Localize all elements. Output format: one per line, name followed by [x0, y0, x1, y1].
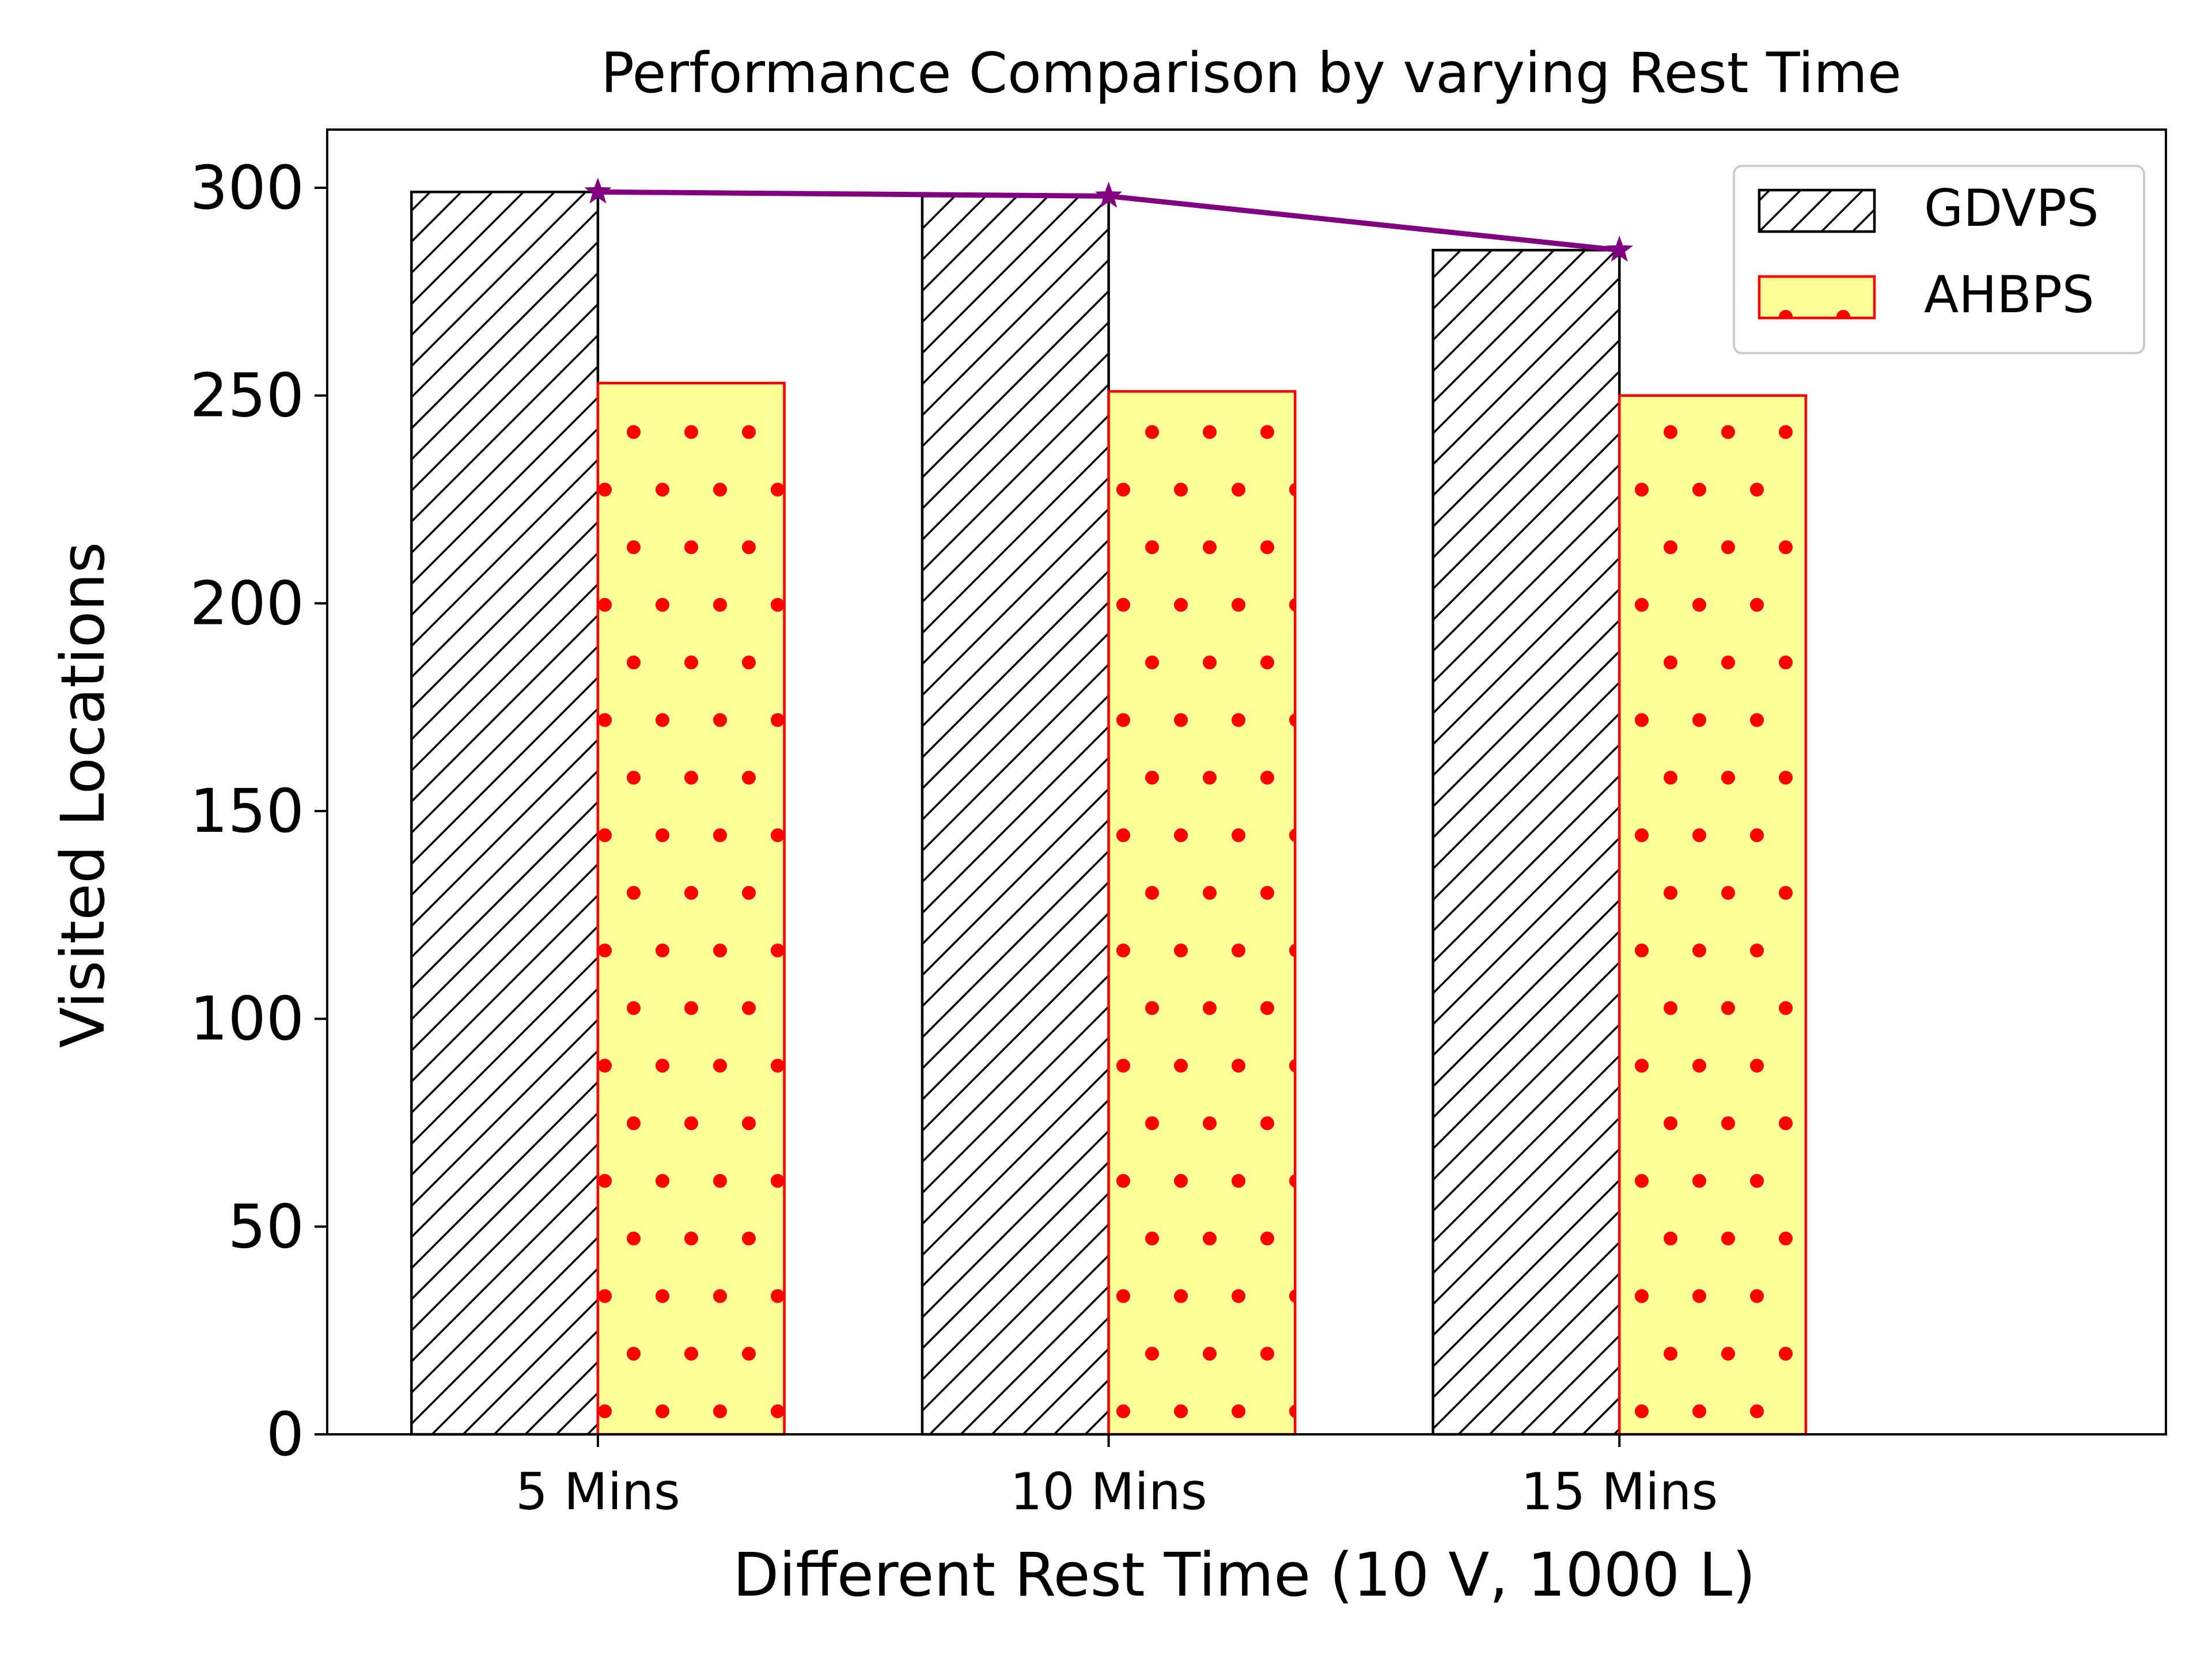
x-tick-label: 10 Mins — [1010, 1462, 1207, 1521]
legend-label-gdvps: GDVPS — [1924, 179, 2099, 238]
y-tick-label: 50 — [228, 1191, 304, 1262]
y-tick-label: 0 — [266, 1399, 304, 1469]
x-tick-label: 5 Mins — [516, 1462, 680, 1521]
y-axis-label: Visited Locations — [48, 542, 118, 1048]
plot-frame — [326, 128, 2167, 1435]
line-marker-1 — [584, 177, 612, 204]
plot-area: 0 50 100 150 200 250 300 5 Mins 10 Mins 15 Mins — [190, 128, 2167, 1521]
y-tick-label: 150 — [190, 776, 304, 846]
y-tick-label: 300 — [190, 153, 304, 223]
bar-ahbps — [1107, 390, 1297, 1436]
legend-label-ahbps: AHBPS — [1924, 265, 2094, 324]
x-tick-label: 15 Mins — [1521, 1462, 1718, 1521]
line-marker-2 — [1094, 181, 1123, 208]
chart-title: Performance Comparison by varying Rest T… — [601, 41, 1902, 105]
bar-gdvps — [1431, 248, 1621, 1436]
legend: GDVPS AHBPS — [1733, 165, 2145, 354]
x-axis-label: Different Rest Time (10 V, 1000 L) — [733, 1540, 1755, 1610]
bar-ahbps — [1618, 394, 1808, 1436]
legend-swatch-gdvps — [1758, 188, 1876, 233]
line-marker-3 — [1605, 236, 1634, 262]
y-tick-label: 200 — [190, 568, 304, 638]
bar-ahbps — [596, 381, 786, 1436]
bar-gdvps — [410, 190, 600, 1436]
y-tick-label: 100 — [190, 984, 304, 1054]
y-tick-label: 250 — [190, 361, 304, 431]
bar-gdvps — [921, 195, 1110, 1436]
legend-swatch-ahbps — [1758, 275, 1876, 320]
